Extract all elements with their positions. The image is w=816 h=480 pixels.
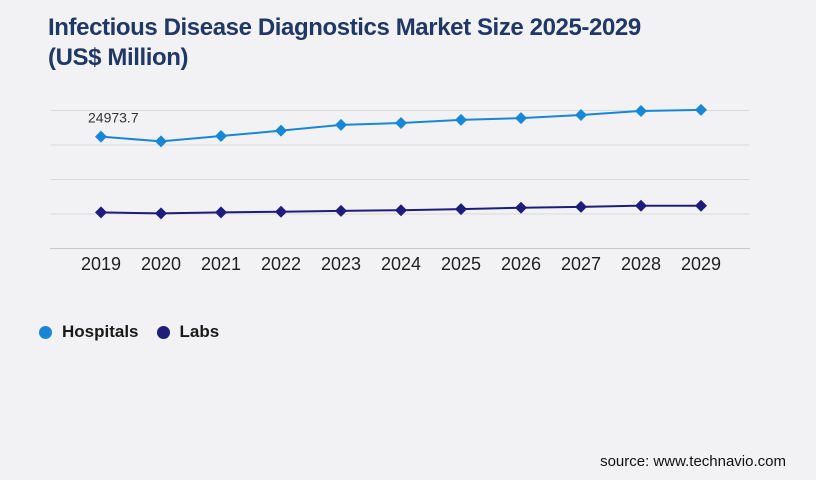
chart-title-line1: Infectious Disease Diagnostics Market Si… bbox=[48, 14, 641, 41]
x-axis-label-2027: 2027 bbox=[561, 254, 601, 274]
x-axis-label-2021: 2021 bbox=[201, 254, 241, 274]
hospitals-legend-label: Hospitals bbox=[62, 322, 139, 341]
labs-marker-2023 bbox=[335, 204, 347, 217]
labs-marker-2022 bbox=[275, 205, 287, 218]
x-axis-label-2020: 2020 bbox=[141, 254, 181, 274]
hospitals-marker-2020 bbox=[155, 135, 167, 148]
hospitals-marker-2027 bbox=[575, 108, 587, 121]
hospitals-marker-2026 bbox=[515, 112, 527, 125]
chart-title-line2: (US$ Million) bbox=[48, 44, 189, 71]
hospitals-marker-2021 bbox=[215, 130, 227, 143]
x-axis-label-2026: 2026 bbox=[501, 254, 541, 274]
hospitals-data-label: 24973.7 bbox=[88, 110, 139, 126]
x-axis-label-2022: 2022 bbox=[261, 254, 301, 274]
hospitals-marker-2023 bbox=[335, 118, 347, 131]
source-attribution: source: www.technavio.com bbox=[600, 453, 786, 470]
labs-marker-2028 bbox=[635, 199, 647, 212]
x-axis-label-2025: 2025 bbox=[441, 254, 481, 274]
labs-marker-2026 bbox=[515, 201, 527, 214]
x-axis-label-2029: 2029 bbox=[681, 254, 721, 274]
hospitals-marker-2019 bbox=[95, 130, 107, 143]
labs-marker-2020 bbox=[155, 207, 167, 220]
hospitals-legend-marker-icon bbox=[39, 325, 52, 339]
chart-title: Infectious Disease Diagnostics Market Si… bbox=[48, 13, 788, 73]
labs-marker-2027 bbox=[575, 200, 587, 213]
labs-marker-2019 bbox=[95, 206, 107, 219]
labs-marker-2024 bbox=[395, 204, 407, 217]
x-axis-label-2023: 2023 bbox=[321, 254, 361, 274]
x-axis-label-2019: 2019 bbox=[81, 254, 121, 274]
hospitals-marker-2029 bbox=[695, 103, 707, 116]
labs-legend-marker-icon bbox=[156, 325, 170, 339]
legend-item-labs[interactable]: Labs bbox=[156, 322, 220, 342]
labs-marker-2025 bbox=[455, 203, 467, 216]
x-axis-label-2028: 2028 bbox=[621, 254, 661, 274]
hospitals-marker-2022 bbox=[275, 124, 287, 137]
labs-marker-2029 bbox=[695, 199, 707, 212]
labs-marker-2021 bbox=[215, 206, 227, 219]
hospitals-marker-2028 bbox=[635, 104, 647, 117]
hospitals-marker-2024 bbox=[395, 117, 407, 130]
legend: Hospitals Labs bbox=[39, 322, 219, 342]
legend-item-hospitals[interactable]: Hospitals bbox=[39, 322, 139, 342]
x-axis-label-2024: 2024 bbox=[381, 254, 421, 274]
labs-legend-label: Labs bbox=[179, 322, 220, 341]
hospitals-marker-2025 bbox=[455, 113, 467, 126]
